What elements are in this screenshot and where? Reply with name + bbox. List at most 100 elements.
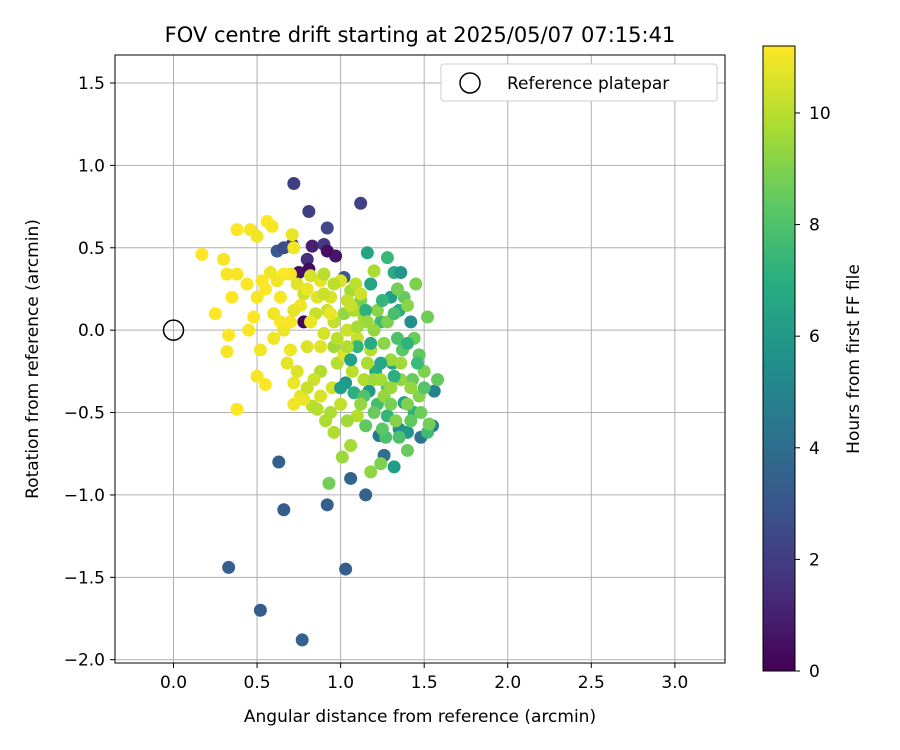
y-axis-ticks: −2.0 −1.5 −1.0 −0.5 0.0 0.5 1.0 1.5 [64,74,115,671]
data-point [387,460,401,474]
data-point [374,356,388,370]
data-point [290,364,304,378]
data-point [390,331,404,345]
colorbar-ticks: 0 2 4 6 8 10 [795,104,831,682]
data-point [359,303,373,317]
x-tick-label: 2.0 [494,673,521,693]
data-point [404,414,418,428]
data-point [364,465,378,479]
legend-entry-reference: Reference platepar [507,74,669,94]
data-point [253,343,267,357]
y-tick-label: −0.5 [64,404,105,424]
colorbar-tick-label: 4 [809,439,820,459]
data-point [384,353,398,367]
data-point [220,345,234,359]
data-point [300,381,314,395]
data-point [253,603,267,617]
colorbar-tick-label: 2 [809,550,820,570]
data-point [404,315,418,329]
data-point [277,503,291,517]
legend-reference-marker [459,72,481,94]
plot-frame [114,54,726,664]
data-point [273,290,287,304]
y-tick-label: −1.0 [64,486,105,506]
y-tick-label: 1.5 [78,74,105,94]
data-point [195,247,209,261]
data-point [265,219,279,233]
y-tick-label: 0.0 [78,321,105,341]
data-point [360,246,374,260]
data-point [277,241,291,255]
data-point [324,406,338,420]
x-axis-ticks: 0.0 0.5 1.0 1.5 2.0 2.5 3.0 [160,663,688,693]
data-point [340,414,354,428]
data-point [300,340,314,354]
data-point [367,406,381,420]
colorbar-gradient [762,45,796,672]
data-point [350,320,364,334]
data-point [297,392,311,406]
data-point [404,381,418,395]
data-point [340,340,354,354]
data-point [295,633,309,647]
data-point [287,303,301,317]
legend-box [440,63,718,102]
data-point [283,315,297,329]
data-point [242,323,256,337]
data-point [344,439,358,453]
data-point [392,430,406,444]
data-point [359,488,373,502]
data-point [300,252,314,266]
data-point [324,307,338,321]
data-point [345,364,359,378]
data-point [222,560,236,574]
data-point [417,381,431,395]
colorbar-tick-label: 0 [809,662,820,682]
data-point [364,336,378,350]
x-tick-label: 0.0 [160,673,187,693]
data-point [374,457,388,471]
data-point [350,409,364,423]
chart-title: FOV centre drift starting at 2025/05/07 … [165,23,676,47]
data-point [317,326,331,340]
data-point [287,376,301,390]
data-point [349,277,363,291]
data-point [250,229,264,243]
data-point [400,443,414,457]
data-point [400,336,414,350]
data-point [360,356,374,370]
data-point [287,241,301,255]
data-point [410,356,424,370]
data-point [304,269,318,283]
y-tick-label: −1.5 [64,568,105,588]
x-axis-label: Angular distance from reference (arcmin) [244,707,596,727]
reference-marker [162,319,185,341]
legend: Reference platepar [440,63,718,102]
data-point [375,294,389,308]
data-point [422,417,436,431]
data-point [389,414,403,428]
data-point [344,471,358,485]
data-point [320,221,334,235]
colorbar-tick-label: 8 [809,216,820,236]
data-point [339,562,353,576]
data-point [280,356,294,370]
data-point [354,287,368,301]
data-point [421,310,435,324]
data-point [387,369,401,383]
data-point [230,267,244,281]
x-tick-label: 3.0 [661,673,688,693]
data-point [287,177,301,191]
data-point [273,315,287,329]
data-point [427,384,441,398]
data-point [394,265,408,279]
data-point [220,267,234,281]
data-point [304,315,318,329]
data-point [225,290,239,304]
data-point [322,476,336,490]
x-tick-label: 1.5 [411,673,438,693]
data-point [258,282,272,296]
data-point [359,419,373,433]
data-point [305,239,319,253]
